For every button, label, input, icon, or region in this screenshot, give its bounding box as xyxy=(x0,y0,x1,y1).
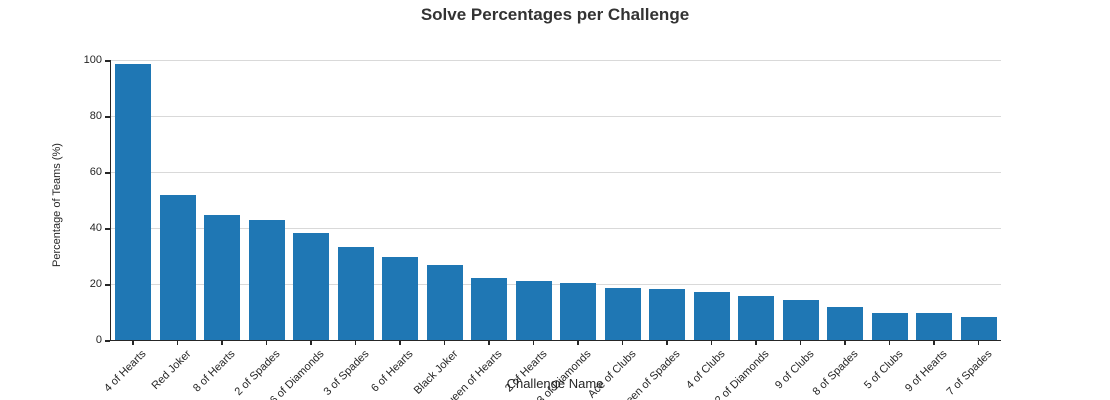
bar-9-of-hearts xyxy=(916,312,953,340)
x-tick-mark xyxy=(888,340,891,345)
y-tick-mark xyxy=(105,284,110,286)
x-tick-mark xyxy=(132,340,134,345)
x-tick-mark xyxy=(844,340,846,345)
x-tick-mark xyxy=(265,340,268,345)
gridline-y-80 xyxy=(111,116,1001,117)
y-tick-label: 40 xyxy=(89,222,102,234)
bar-5-of-clubs xyxy=(871,312,908,340)
gridline-y-100 xyxy=(111,60,1001,61)
x-tick-mark xyxy=(933,340,935,345)
plot-area xyxy=(110,60,1001,341)
x-tick-mark xyxy=(221,340,223,345)
x-tick-mark xyxy=(710,340,713,345)
bar-ace-of-clubs xyxy=(604,287,641,340)
x-tick-mark xyxy=(443,340,446,345)
y-tick-mark xyxy=(105,340,110,342)
x-tick-mark xyxy=(577,340,579,345)
y-tick-label: 100 xyxy=(83,54,102,66)
bar-2-of-diamonds xyxy=(738,295,775,340)
bar-3-of-spades xyxy=(337,246,374,340)
y-tick-mark xyxy=(105,60,110,62)
gridline-y-60 xyxy=(111,172,1001,173)
chart-title: Solve Percentages per Challenge xyxy=(420,5,690,24)
x-tick-mark xyxy=(399,340,401,345)
bar-7-of-spades xyxy=(960,316,997,340)
x-tick-mark xyxy=(176,340,179,345)
bar-3-of-diamonds xyxy=(560,282,597,340)
y-tick-label: 20 xyxy=(89,278,102,290)
bar-black-joker xyxy=(426,264,463,340)
bar-6-of-diamonds xyxy=(293,232,330,340)
bar-red-joker xyxy=(159,195,196,340)
x-tick-mark xyxy=(977,340,980,345)
x-tick-mark xyxy=(532,340,535,345)
y-tick-label: 60 xyxy=(89,166,102,178)
bar-2-of-hearts xyxy=(515,280,552,340)
gridline-y-40 xyxy=(111,228,1001,229)
bar-queen-of-spades xyxy=(649,289,686,340)
bar-6-of-hearts xyxy=(382,257,419,340)
y-tick-mark xyxy=(105,116,110,118)
y-tick-label: 0 xyxy=(95,334,102,346)
bar-8-of-hearts xyxy=(204,215,241,340)
gridline-y-20 xyxy=(111,284,1001,285)
bar-2-of-spades xyxy=(248,220,285,340)
x-tick-mark xyxy=(488,340,490,345)
x-tick-mark xyxy=(621,340,624,345)
x-tick-mark xyxy=(666,340,668,345)
y-tick-mark xyxy=(105,172,110,174)
x-axis-label: Challenge Name xyxy=(506,376,604,391)
y-axis-label: Percentage of Teams (%) xyxy=(51,143,63,267)
x-tick-mark xyxy=(354,340,357,345)
bar-8-of-spades xyxy=(827,306,864,340)
bar-4-of-clubs xyxy=(693,292,730,340)
bar-9-of-clubs xyxy=(782,299,819,340)
x-tick-mark xyxy=(310,340,312,345)
x-tick-mark xyxy=(755,340,757,345)
x-tick-mark xyxy=(799,340,802,345)
bar-queen-of-hearts xyxy=(471,278,508,340)
y-tick-label: 80 xyxy=(89,110,102,122)
bar-4-of-hearts xyxy=(115,64,152,340)
y-tick-mark xyxy=(105,228,110,230)
